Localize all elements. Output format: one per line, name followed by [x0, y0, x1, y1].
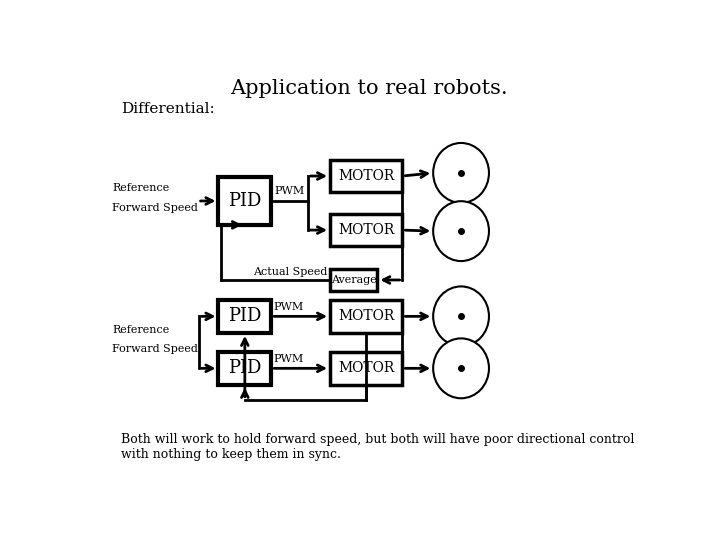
Text: Forward Speed: Forward Speed — [112, 344, 198, 354]
Text: PWM: PWM — [274, 354, 304, 364]
Bar — [218, 352, 271, 385]
Ellipse shape — [433, 143, 489, 203]
Bar — [330, 352, 402, 385]
Bar — [330, 160, 402, 192]
Text: MOTOR: MOTOR — [338, 309, 395, 323]
Text: PID: PID — [228, 359, 261, 377]
Text: PWM: PWM — [274, 302, 304, 312]
Text: Application to real robots.: Application to real robots. — [230, 79, 508, 98]
Text: MOTOR: MOTOR — [338, 223, 395, 237]
Text: PID: PID — [228, 307, 261, 326]
Text: MOTOR: MOTOR — [338, 361, 395, 375]
Bar — [330, 214, 402, 246]
Text: PID: PID — [228, 192, 261, 210]
Text: PWM: PWM — [274, 186, 305, 196]
Ellipse shape — [433, 286, 489, 346]
Text: Differential:: Differential: — [121, 102, 215, 116]
Bar — [218, 300, 271, 333]
Text: Actual Speed: Actual Speed — [253, 267, 327, 278]
Text: MOTOR: MOTOR — [338, 169, 395, 183]
Ellipse shape — [433, 201, 489, 261]
Bar — [218, 177, 271, 225]
Text: Reference: Reference — [112, 325, 170, 335]
Ellipse shape — [433, 339, 489, 399]
Bar — [330, 300, 402, 333]
Text: Reference: Reference — [112, 184, 170, 193]
Text: Average: Average — [330, 275, 377, 285]
Text: Forward Speed: Forward Speed — [112, 202, 198, 213]
Bar — [330, 268, 377, 292]
Text: Both will work to hold forward speed, but both will have poor directional contro: Both will work to hold forward speed, bu… — [121, 433, 634, 461]
